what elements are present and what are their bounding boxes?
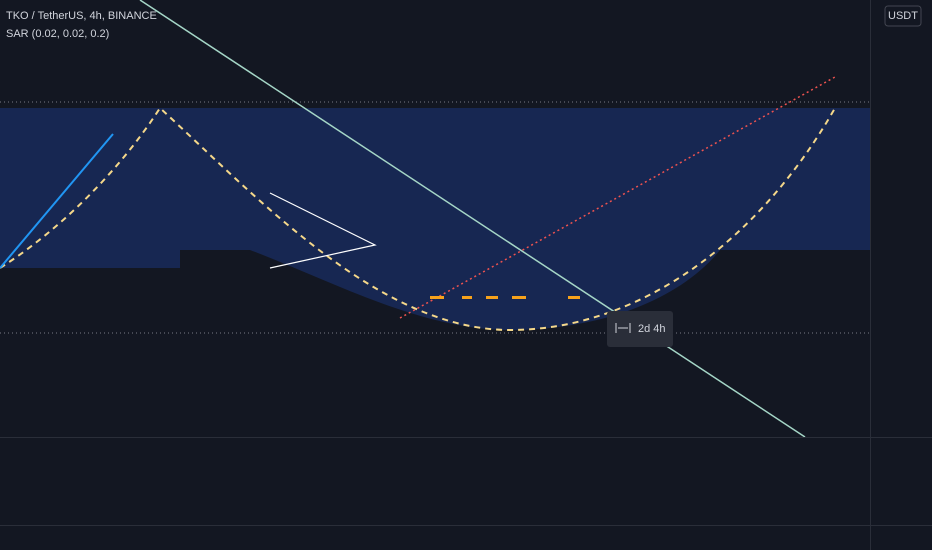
trend-line: [139, 0, 806, 438]
highlights: [430, 296, 580, 299]
tooltip: [607, 311, 673, 347]
triangle: [269, 192, 377, 269]
indicator-title: SAR (0.02, 0.02, 0.2): [6, 28, 109, 40]
currency-box[interactable]: [884, 5, 922, 27]
highlight: [462, 296, 472, 299]
trend-line: [0, 133, 114, 269]
cup-curve: [0, 106, 836, 332]
drawings: [0, 0, 870, 438]
symbol-title: TKO / TetherUS, 4h, BINANCE: [6, 10, 157, 22]
highlight: [430, 296, 444, 299]
tooltip-icon: [615, 323, 631, 333]
currency: USDT: [888, 10, 918, 22]
tooltip-text: 2d 4h: [638, 323, 666, 335]
highlight: [486, 296, 498, 299]
range-box: [0, 108, 870, 330]
highlight: [512, 296, 526, 299]
range-box: [0, 108, 180, 268]
highlight: [568, 296, 580, 299]
